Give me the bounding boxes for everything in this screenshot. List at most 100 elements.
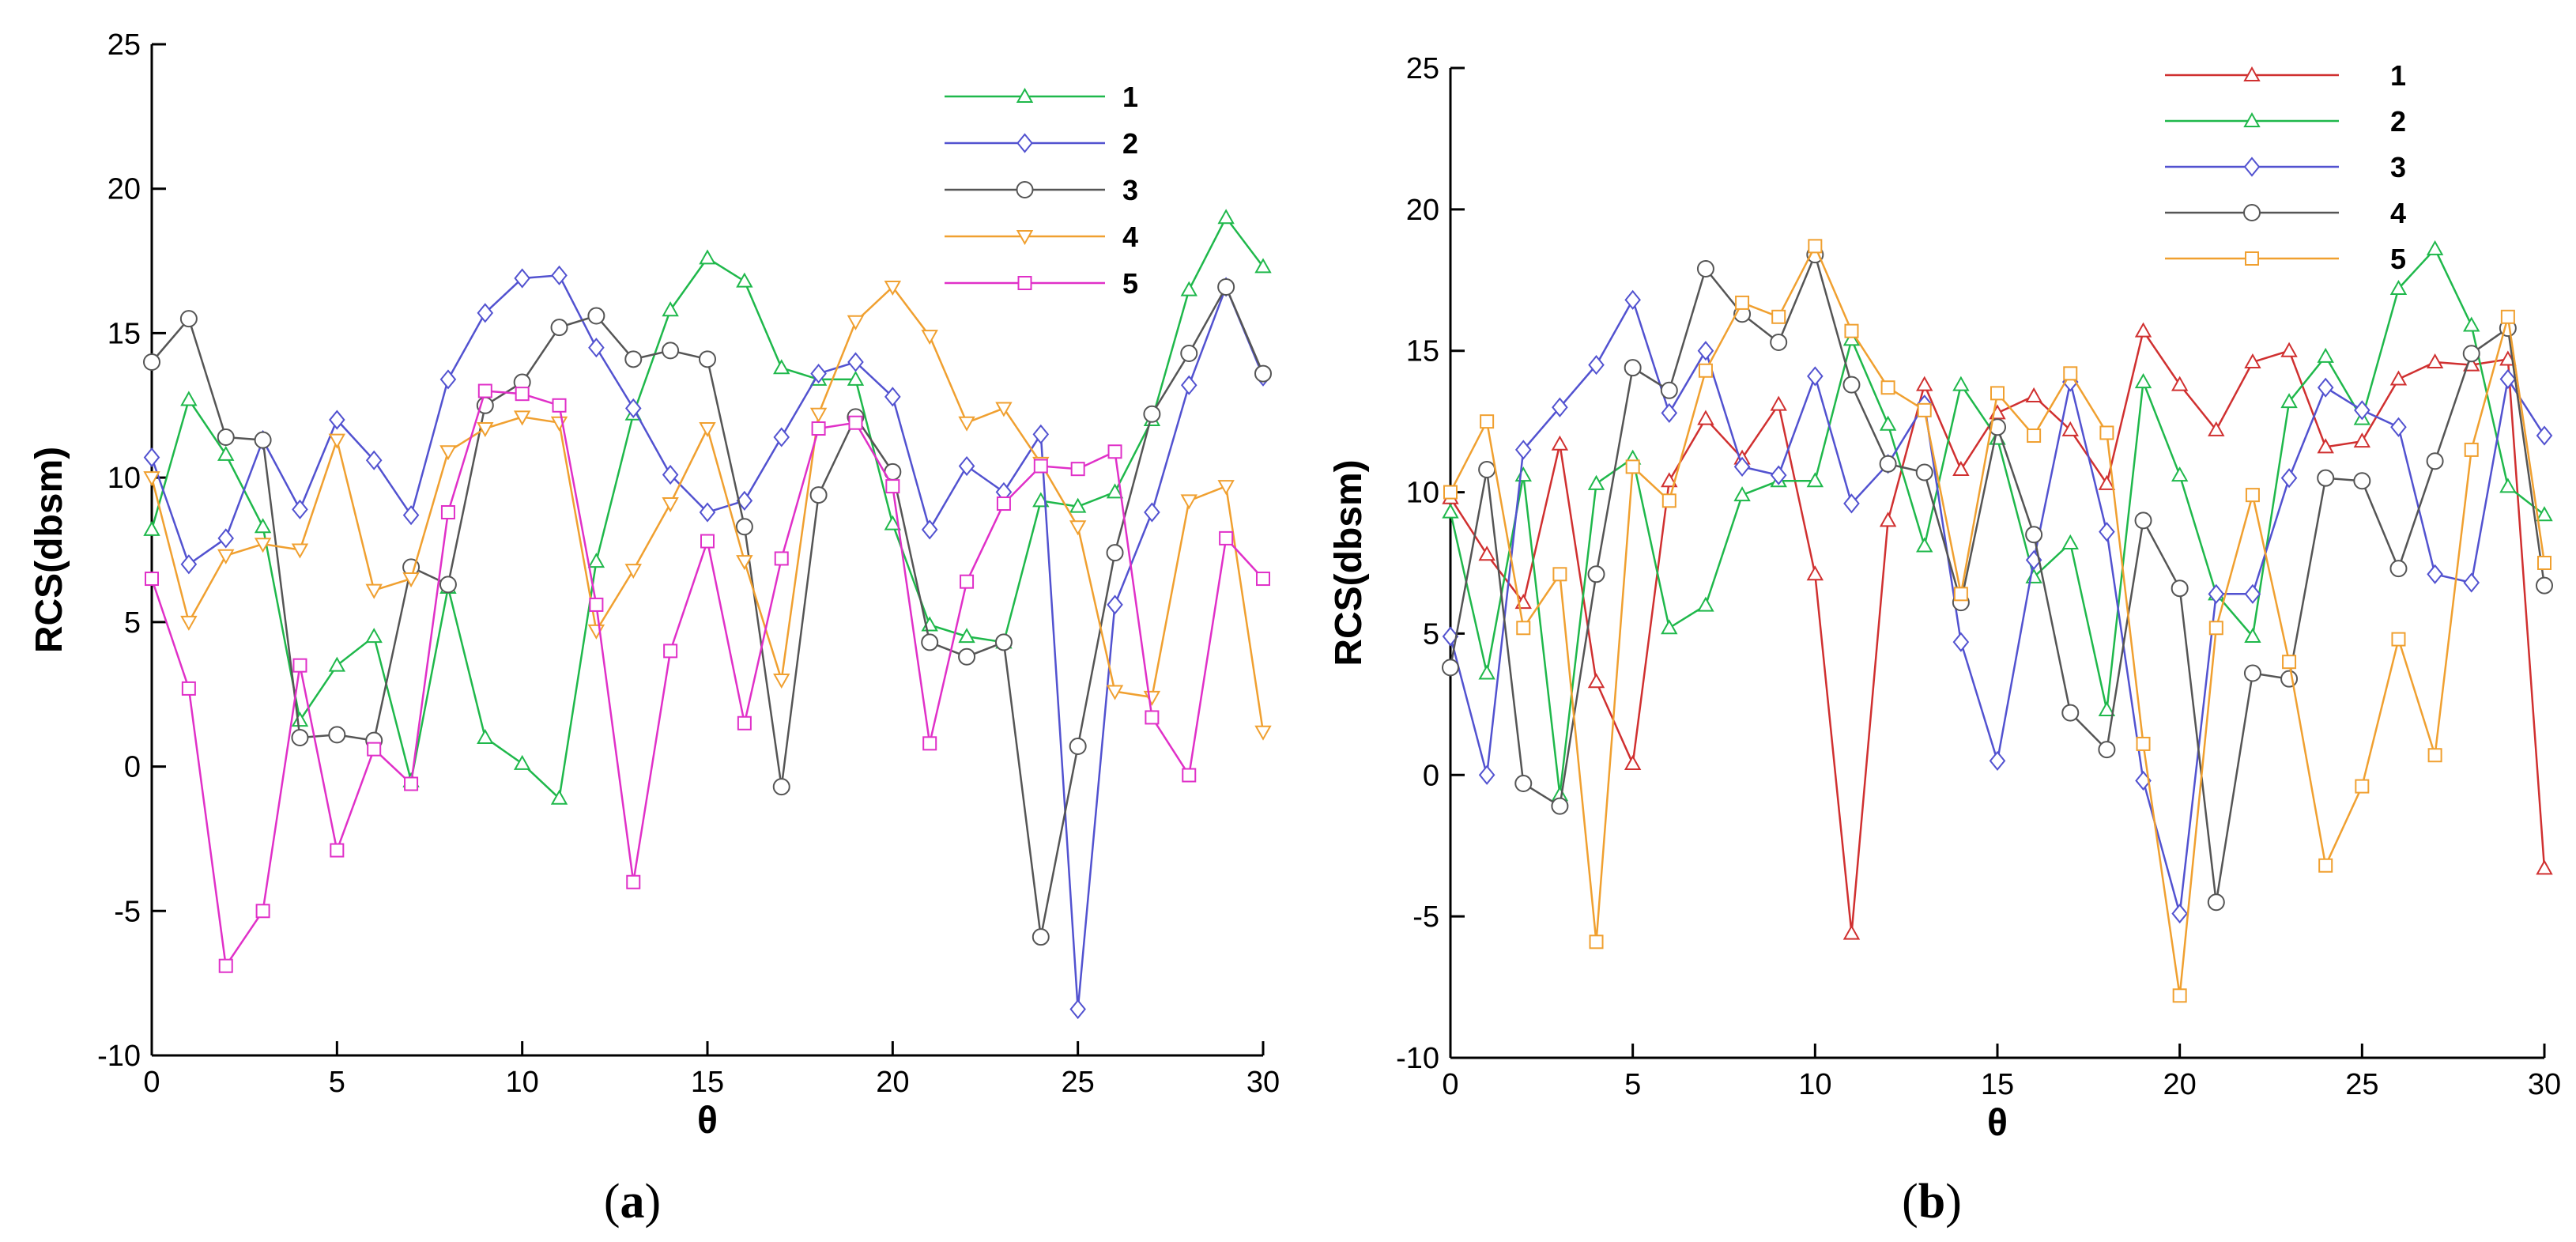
series-3-point xyxy=(2536,425,2553,446)
series-1-point xyxy=(2353,432,2371,448)
series-5-line xyxy=(150,390,1264,969)
series-1-point xyxy=(736,272,753,288)
series-2-line xyxy=(150,274,1265,1010)
series-3-point xyxy=(2317,377,2334,398)
series-3-point xyxy=(2499,368,2517,390)
legend-marker xyxy=(1016,181,1034,198)
series-4-point xyxy=(1842,376,1861,394)
series-2-point xyxy=(329,410,345,430)
series-4-point xyxy=(624,564,642,579)
series-5-point xyxy=(922,736,937,751)
series-2-point xyxy=(1879,415,1897,431)
legend-label: 5 xyxy=(1122,267,1138,300)
x-axis-label: θ xyxy=(1987,1102,2008,1144)
series-4 xyxy=(143,280,1272,741)
x-tick-label: 0 xyxy=(143,1066,160,1099)
series-5-point xyxy=(2355,779,2370,794)
series-2-point xyxy=(2171,466,2189,482)
series-5-point xyxy=(1917,402,1932,417)
series-2-point xyxy=(365,450,383,470)
series-3-point xyxy=(772,778,790,796)
series-3-point xyxy=(994,633,1013,651)
series-3-point xyxy=(2354,400,2370,421)
series-3-point xyxy=(1588,355,1605,376)
series-5-point xyxy=(2318,858,2333,873)
series-3-point xyxy=(958,647,976,666)
series-2-point xyxy=(1661,619,1678,635)
y-tick-label: 15 xyxy=(1406,335,1439,368)
series-5-point xyxy=(700,534,715,549)
series-4-point xyxy=(180,615,198,631)
series-3-point xyxy=(662,342,680,360)
series-4-point xyxy=(958,416,975,432)
series-4-point xyxy=(477,422,494,438)
legend-label: 1 xyxy=(1122,81,1138,113)
series-3-point xyxy=(1807,366,1824,387)
series-3-point xyxy=(328,726,346,744)
series-4-point xyxy=(1254,725,1272,741)
series-5-point xyxy=(1256,572,1270,587)
series-1-point xyxy=(2171,376,2189,391)
series-2-point xyxy=(1916,537,1933,553)
series-4-point xyxy=(143,471,160,487)
series-4-point xyxy=(1624,359,1642,377)
series-5-point xyxy=(1443,485,1458,500)
legend-label: 1 xyxy=(2390,59,2406,92)
series-3-point xyxy=(1843,493,1860,514)
series-1-point xyxy=(2025,387,2042,402)
caption-close-paren: ) xyxy=(1945,1175,1962,1229)
x-tick-label: 25 xyxy=(1062,1066,1095,1099)
y-tick-label: 10 xyxy=(1406,477,1439,510)
series-1-point xyxy=(1770,395,1787,411)
series-3-point xyxy=(2463,572,2480,593)
series-1-point xyxy=(1806,565,1824,581)
series-3-point xyxy=(809,486,828,504)
series-5-point xyxy=(626,874,641,889)
series-1-point xyxy=(1624,754,1642,770)
legend-marker xyxy=(1016,230,1034,246)
series-4-point xyxy=(1587,565,1605,583)
series-5-point xyxy=(2208,621,2223,636)
series-1-point xyxy=(550,789,568,805)
series-4-point xyxy=(328,433,346,449)
y-tick-label: 5 xyxy=(124,606,141,640)
y-tick-label: 25 xyxy=(107,28,141,62)
series-5-point xyxy=(2282,655,2297,670)
series-4-point xyxy=(365,583,383,599)
series-5-point xyxy=(552,398,567,413)
series-5-point xyxy=(404,776,419,791)
series-3-point xyxy=(2171,903,2188,924)
x-tick-label: 20 xyxy=(876,1066,909,1099)
series-1-point xyxy=(1587,673,1605,689)
series-2-point xyxy=(624,398,642,419)
series-1-point xyxy=(1952,460,1970,476)
series-3-point xyxy=(921,633,939,651)
series-1-point xyxy=(1842,924,1861,940)
series-3-point xyxy=(1478,764,1495,785)
legend: 1 2 3 4 5 xyxy=(2165,59,2406,275)
x-tick-label: 10 xyxy=(506,1066,539,1099)
series-2-point xyxy=(773,427,790,447)
series-5-point xyxy=(1033,459,1048,474)
series-2-point xyxy=(1144,502,1160,523)
series-2-point xyxy=(1069,999,1086,1020)
legend: 1 2 3 4 5 xyxy=(945,81,1138,300)
series-1-point xyxy=(1069,497,1087,513)
series-5-point xyxy=(2391,632,2406,647)
series-5-point xyxy=(2063,366,2078,381)
chart-panel-a: -10 -5 0 5 10 15 20 25 0 5 10 15 20 25 30 θ RCS(dbsm) 1 2 3… xyxy=(28,28,1280,1229)
series-2-point xyxy=(551,265,568,285)
series-3-point xyxy=(2427,564,2443,584)
series-4-point xyxy=(1514,775,1533,793)
series-4-point xyxy=(2171,579,2189,598)
series-2-point xyxy=(2061,534,2079,549)
series-1-point xyxy=(1106,483,1124,499)
series-4-point xyxy=(2061,704,2080,722)
series-1-point xyxy=(587,553,605,568)
series-2-point xyxy=(292,499,308,519)
series-4-point xyxy=(773,673,790,689)
x-tick-label: 10 xyxy=(1798,1068,1831,1101)
series-3-point xyxy=(1952,632,1970,652)
series-3-point xyxy=(587,307,605,325)
y-tick-label: 20 xyxy=(107,173,141,206)
